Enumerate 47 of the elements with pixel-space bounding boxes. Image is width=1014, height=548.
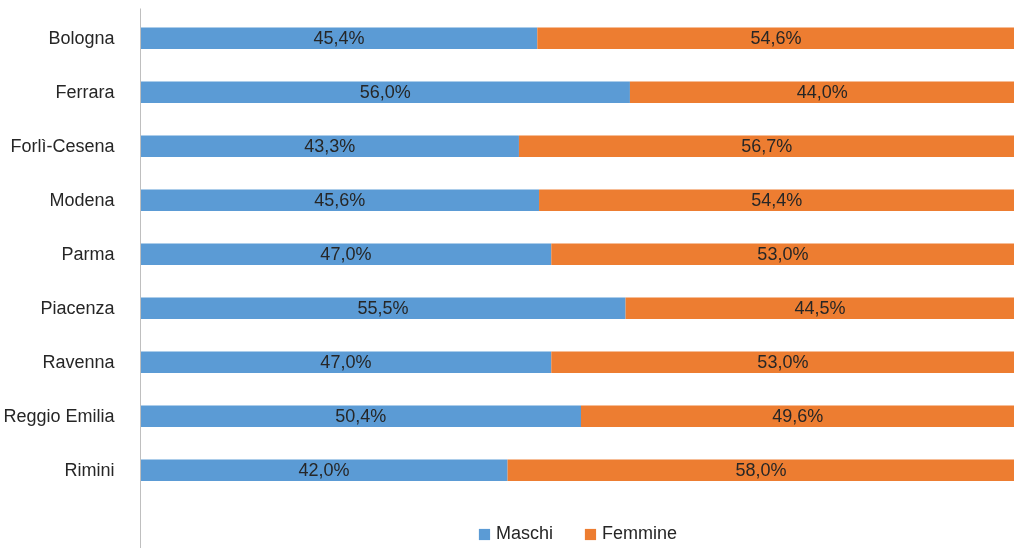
data-label: 47,0% xyxy=(320,352,372,373)
bar xyxy=(140,243,552,265)
bar xyxy=(140,189,540,211)
data-label: 54,4% xyxy=(751,190,803,211)
data-label: 53,0% xyxy=(757,352,809,373)
y-tick-label: Ferrara xyxy=(55,82,116,103)
data-label: 42,0% xyxy=(298,460,350,481)
bar xyxy=(625,297,1014,319)
bar xyxy=(629,81,1014,103)
data-label: 55,5% xyxy=(357,298,409,319)
data-label: 58,0% xyxy=(735,460,787,481)
y-tick-label: Bologna xyxy=(48,28,116,49)
bar xyxy=(518,135,1014,157)
bar xyxy=(140,405,581,427)
data-label: 47,0% xyxy=(320,244,372,265)
y-tick-label: Parma xyxy=(61,244,116,265)
bar xyxy=(140,459,508,481)
bar xyxy=(140,81,630,103)
data-label: 53,0% xyxy=(757,244,809,265)
legend-label: Femmine xyxy=(602,523,678,544)
data-label: 54,6% xyxy=(750,28,802,49)
data-label: 45,6% xyxy=(314,190,366,211)
y-tick-label: Rimini xyxy=(64,460,115,481)
y-tick-label: Ravenna xyxy=(42,352,116,373)
bar xyxy=(551,243,1014,265)
bar xyxy=(507,459,1014,481)
data-label: 49,6% xyxy=(772,406,824,427)
bar xyxy=(140,297,626,319)
bar xyxy=(537,27,1014,49)
data-label: 56,7% xyxy=(741,136,793,157)
data-label: 43,3% xyxy=(304,136,356,157)
data-label: 44,0% xyxy=(796,82,848,103)
bar xyxy=(140,135,519,157)
bar xyxy=(551,351,1014,373)
data-label: 45,4% xyxy=(313,28,365,49)
y-tick-label: Modena xyxy=(49,190,116,211)
legend-label: Maschi xyxy=(495,523,553,544)
bar xyxy=(539,189,1014,211)
y-tick-label: Piacenza xyxy=(40,298,116,319)
data-label: 56,0% xyxy=(359,82,411,103)
y-tick-label: Reggio Emilia xyxy=(3,406,116,427)
bar xyxy=(140,27,538,49)
bar xyxy=(140,351,552,373)
y-tick-label: Forlì-Cesena xyxy=(10,136,116,157)
data-label: 50,4% xyxy=(335,406,387,427)
bar xyxy=(581,405,1014,427)
data-label: 44,5% xyxy=(794,298,846,319)
